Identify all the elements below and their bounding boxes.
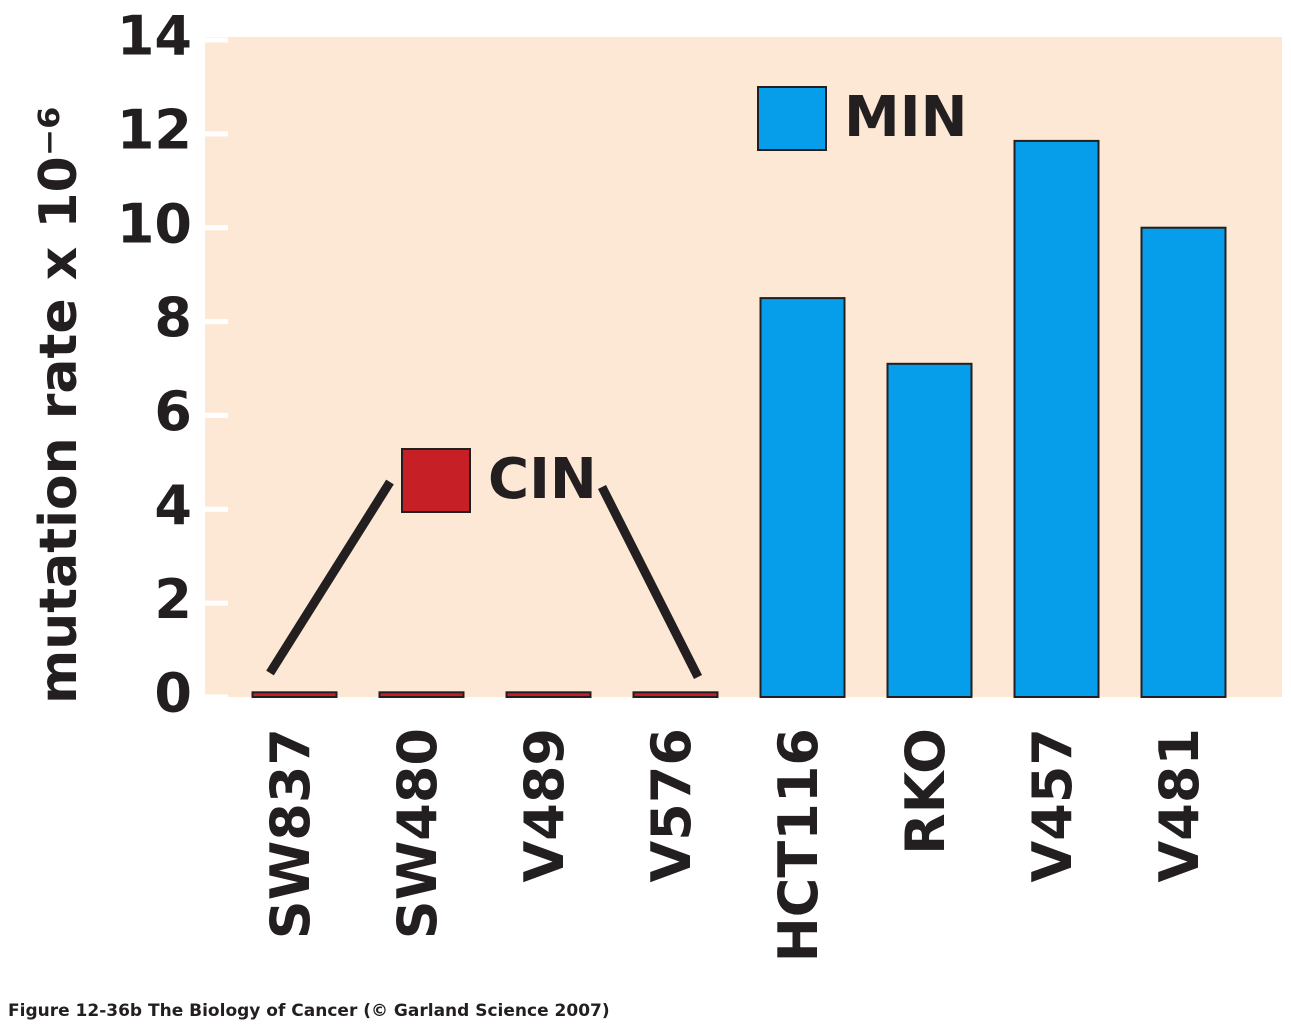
y-tick-label: 2 bbox=[154, 568, 192, 631]
y-tick-label: 6 bbox=[154, 380, 192, 443]
connector-line bbox=[266, 479, 394, 676]
bar bbox=[505, 691, 592, 698]
x-tick-label: HCT116 bbox=[767, 728, 830, 962]
bar bbox=[886, 362, 973, 698]
x-tick-label: V489 bbox=[513, 728, 576, 883]
plot-area bbox=[205, 37, 1282, 697]
legend-swatch bbox=[757, 86, 827, 151]
x-tick-label: SW480 bbox=[386, 728, 449, 939]
y-tick-label: 14 bbox=[117, 5, 192, 68]
bar bbox=[251, 691, 338, 698]
caption: Figure 12-36b The Biology of Cancer (© G… bbox=[8, 1001, 610, 1021]
bar bbox=[1013, 139, 1100, 698]
legend-swatch bbox=[401, 448, 471, 513]
x-tick-label: RKO bbox=[894, 728, 957, 855]
bar bbox=[1140, 226, 1227, 698]
x-tick-label: V576 bbox=[640, 728, 703, 883]
legend-label: CIN bbox=[488, 447, 597, 512]
bar bbox=[378, 691, 465, 698]
legend-label: MIN bbox=[844, 85, 967, 150]
y-tick-label: 10 bbox=[117, 192, 192, 255]
y-tick-label: 4 bbox=[154, 474, 192, 537]
bar bbox=[632, 691, 719, 698]
y-tick-label: 8 bbox=[154, 286, 192, 349]
x-tick-label: V481 bbox=[1148, 728, 1211, 883]
x-tick-label: SW837 bbox=[259, 728, 322, 939]
y-tick-label: 12 bbox=[117, 98, 192, 161]
y-axis-label: mutation rate x 10⁻⁶ bbox=[29, 106, 89, 704]
x-tick-label: V457 bbox=[1021, 728, 1084, 883]
y-tick-label: 0 bbox=[154, 662, 192, 725]
connector-line bbox=[597, 484, 703, 680]
bar bbox=[759, 297, 846, 698]
